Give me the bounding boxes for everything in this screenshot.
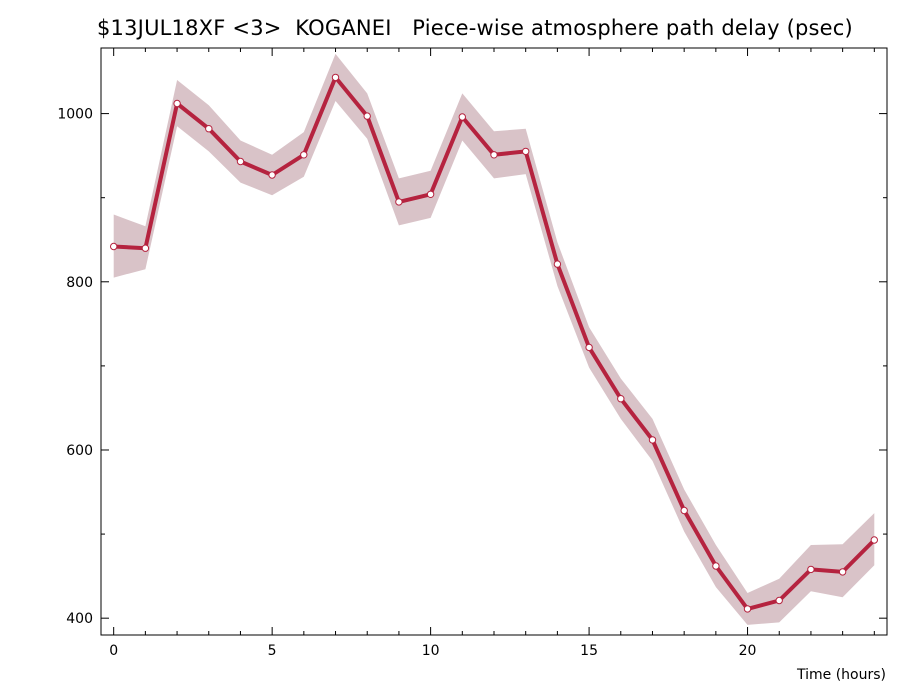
tick-labels: 0 5 10 15 20 400 600 800 1000 (57, 107, 756, 659)
x-tick-label: 20 (739, 643, 757, 659)
y-tick-label: 800 (66, 275, 93, 291)
x-tick-label: 15 (580, 643, 598, 659)
y-tick-label: 400 (66, 611, 93, 627)
data-point (205, 125, 213, 133)
data-point (395, 198, 403, 206)
data-point (807, 565, 815, 574)
data-point (363, 112, 371, 120)
data-point (426, 190, 435, 199)
x-tick-label: 0 (109, 643, 118, 659)
y-tick-label: 600 (66, 443, 93, 459)
data-point (490, 151, 498, 159)
data-point (458, 113, 466, 121)
y-tick-label: 1000 (57, 107, 93, 123)
data-point (617, 395, 625, 403)
data-point (173, 99, 181, 108)
data-point (268, 171, 276, 179)
x-tick-label: 10 (422, 643, 440, 659)
x-tick-label: 5 (268, 643, 277, 659)
data-point (300, 151, 308, 159)
data-point (110, 242, 118, 251)
data-point (870, 536, 878, 544)
uncertainty-band-layer (113, 53, 875, 625)
data-point (680, 506, 688, 515)
data-point (838, 568, 847, 576)
axis-ticks (101, 48, 887, 635)
data-point (331, 73, 340, 82)
data-point (553, 260, 562, 268)
x-axis-label: Time (hours) (796, 667, 886, 683)
data-point (585, 343, 593, 352)
data-point (236, 157, 245, 166)
data-point (743, 605, 752, 613)
data-point (141, 244, 150, 252)
data-point-markers (110, 73, 878, 613)
data-point (712, 562, 720, 570)
data-point (522, 147, 530, 156)
uncertainty-band (113, 53, 875, 625)
chart-title: $13JUL18XF <3> KOGANEI Piece-wise atmosp… (97, 16, 853, 40)
data-point (775, 596, 783, 605)
data-point (648, 436, 657, 444)
